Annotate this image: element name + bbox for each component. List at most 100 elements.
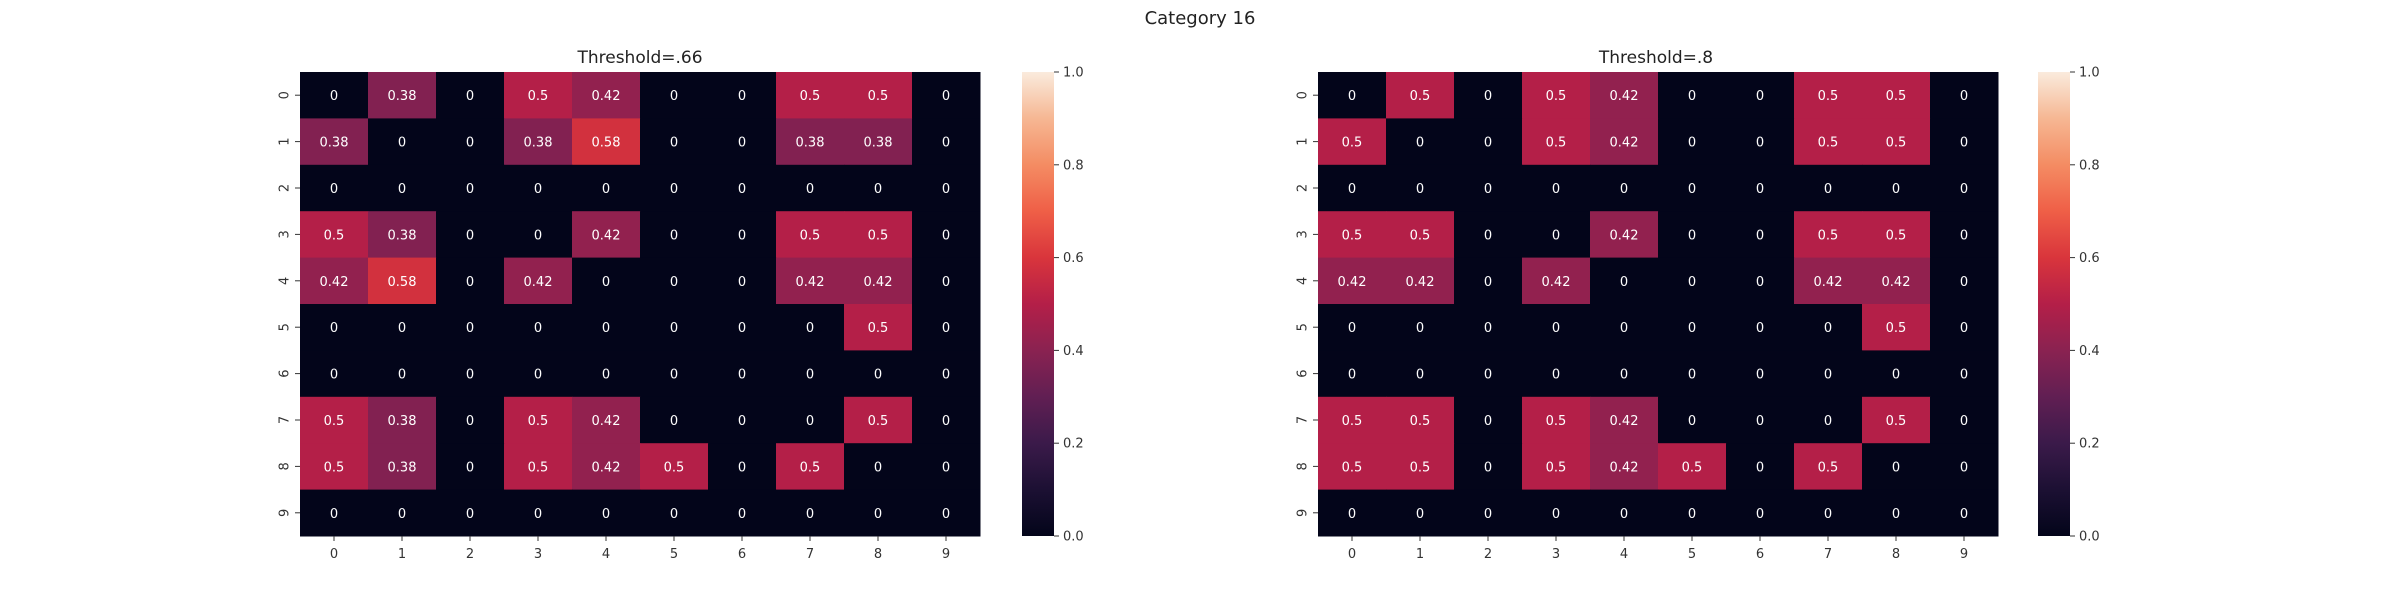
colorbar-tick-label: 0.6 [2079,251,2100,266]
heatmap-cell [1590,164,1659,212]
cell-annotation: 0 [602,368,610,383]
heatmap-title: Threshold=.8 [1598,48,1713,68]
heatmap-cell [844,350,913,398]
cell-annotation: 0.42 [796,275,825,290]
heatmap-cell [1930,164,1999,212]
heatmap-cell [1794,164,1863,212]
heatmap-cell [844,164,913,212]
heatmap-cell [708,489,777,537]
heatmap-cell [1318,211,1387,259]
heatmap-cell [1386,72,1455,119]
x-tick-label: 4 [602,547,610,562]
cell-annotation: 0 [1756,460,1764,475]
cell-annotation: 0 [534,228,542,243]
cell-annotation: 0 [1620,321,1628,336]
cell-annotation: 0.42 [524,275,553,290]
cell-annotation: 0 [1688,89,1696,104]
cell-annotation: 0.5 [800,460,821,475]
y-tick-label: 9 [1296,509,1311,517]
y-axis-ticks: 0 1 2 3 4 5 6 7 8 9 [1296,91,1318,517]
cell-annotation: 0.5 [324,414,345,429]
heatmap-cell [300,443,369,491]
heatmap-cell [1318,489,1387,537]
cell-annotation: 0.5 [1342,136,1363,151]
heatmap-cell [1794,396,1863,444]
cell-annotation: 0 [1552,321,1560,336]
cell-annotation: 0 [1960,182,1968,197]
colorbar-tick-label: 0.8 [1063,158,1084,173]
heatmap-cell [436,396,505,444]
heatmap-cell [912,72,981,119]
heatmap-cell [1590,443,1659,491]
cell-annotation: 0 [942,460,950,475]
heatmap-cell [572,443,641,491]
heatmap-annotations: 0 0.5 0 0.5 0.42 0 0 0.5 0.5 0 0.5 0 0 0.5 0.42 0 0 0.5 0.… [1338,89,1969,522]
heatmap-cell [776,350,845,398]
cell-annotation: 0.42 [1338,275,1367,290]
x-tick-label: 3 [534,547,542,562]
cell-annotation: 0 [534,368,542,383]
cell-annotation: 0 [1484,89,1492,104]
cell-annotation: 0 [806,507,814,522]
heatmap-cell [1318,72,1387,119]
cell-annotation: 0 [534,321,542,336]
heatmap-cell [1726,257,1795,305]
cell-annotation: 0 [1552,368,1560,383]
cell-annotation: 0 [738,182,746,197]
heatmap-cell [1930,396,1999,444]
cell-annotation: 0.5 [1546,89,1567,104]
heatmap-cell [504,304,573,351]
cell-annotation: 0 [1348,321,1356,336]
heatmap-cell [1522,211,1591,259]
heatmap-cell [1930,257,1999,305]
heatmap-cell [436,350,505,398]
cell-annotation: 0 [1688,321,1696,336]
cell-annotation: 0 [738,275,746,290]
heatmap-cell [300,304,369,351]
cell-annotation: 0 [1892,460,1900,475]
heatmap-cells [1318,72,1999,537]
cell-annotation: 0 [466,136,474,151]
y-tick-label: 3 [1296,230,1311,238]
cell-annotation: 0.42 [592,228,621,243]
cell-annotation: 0 [670,368,678,383]
heatmap-cell [1930,118,1999,166]
heatmap-cell [1794,257,1863,305]
heatmap-cell [776,164,845,212]
heatmap-cell [368,257,437,305]
cell-annotation: 0 [1824,321,1832,336]
heatmap-cell [504,72,573,119]
cell-annotation: 0 [1756,507,1764,522]
cell-annotation: 0 [1688,414,1696,429]
cell-annotation: 0.5 [528,89,549,104]
cell-annotation: 0.5 [800,228,821,243]
cell-annotation: 0 [1960,89,1968,104]
heatmap-cell [300,257,369,305]
cell-annotation: 0 [1756,136,1764,151]
heatmap-cell [844,211,913,259]
cell-annotation: 0.38 [388,228,417,243]
heatmap-cell [708,164,777,212]
cell-annotation: 0.5 [868,321,889,336]
heatmap-cell [640,164,709,212]
heatmap-cell [368,350,437,398]
cell-annotation: 0 [738,460,746,475]
heatmap-cell [572,396,641,444]
heatmap-cell [708,396,777,444]
cell-annotation: 0 [1960,414,1968,429]
colorbar-tick-label: 0.2 [2079,437,2100,452]
cell-annotation: 0 [806,414,814,429]
heatmap-cell [368,72,437,119]
heatmap-cell [572,211,641,259]
colorbar-tick-label: 1.0 [1063,66,1084,81]
cell-annotation: 0 [1484,507,1492,522]
heatmap-cell [1590,350,1659,398]
x-tick-label: 9 [1960,547,1968,562]
y-tick-label: 9 [278,509,293,517]
cell-annotation: 0.42 [592,460,621,475]
heatmap-cell [1930,211,1999,259]
cell-annotation: 0.38 [388,460,417,475]
heatmap-cell [1454,118,1523,166]
heatmap-cell [368,118,437,166]
colorbar-tick-label: 0.0 [1063,530,1084,545]
